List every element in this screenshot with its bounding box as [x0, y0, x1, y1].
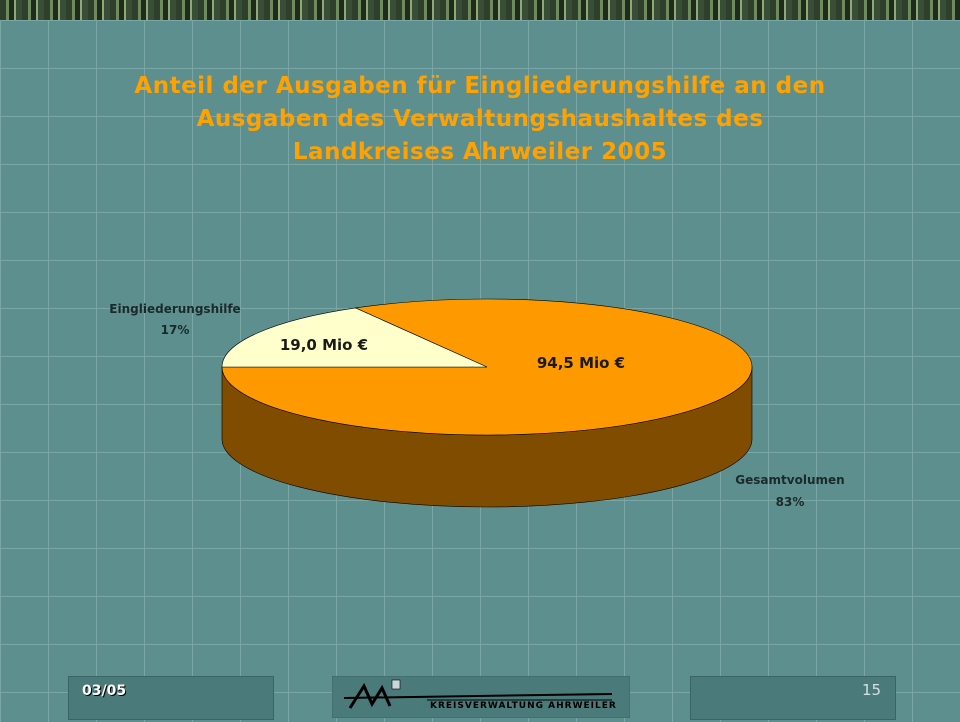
slice-eingliederungshilfe — [221, 307, 488, 368]
circuit-banner-decoration — [0, 0, 960, 20]
category-label-eingliederungshilfe: Eingliederungshilfe — [109, 302, 240, 316]
title-line-3: Landkreises Ahrweiler 2005 — [292, 139, 668, 165]
data-label-eingliederungshilfe: 19,0 Mio € — [280, 336, 368, 354]
logo-text: KREISVERWALTUNG AHRWEILER — [430, 701, 617, 711]
page-number: 15 — [862, 681, 882, 699]
title-line-1: Anteil der Ausgaben für Eingliederungshi… — [134, 73, 826, 99]
category-label-gesamtvolumen: Gesamtvolumen — [735, 473, 844, 487]
logo-graphic — [331, 675, 631, 719]
footer-right-box — [690, 676, 896, 720]
title-line-2: Ausgaben des Verwaltungshaushaltes des — [196, 106, 764, 132]
slide-date: 03/05 — [82, 683, 127, 699]
kreisverwaltung-logo: KREISVERWALTUNG AHRWEILER — [331, 675, 631, 719]
data-label-gesamtvolumen: 94,5 Mio € — [537, 354, 625, 372]
percent-label-eingliederungshilfe: 17% — [161, 323, 190, 337]
percent-label-gesamtvolumen: 83% — [776, 495, 805, 509]
slide-title: Anteil der Ausgaben für Eingliederungshi… — [60, 70, 900, 169]
